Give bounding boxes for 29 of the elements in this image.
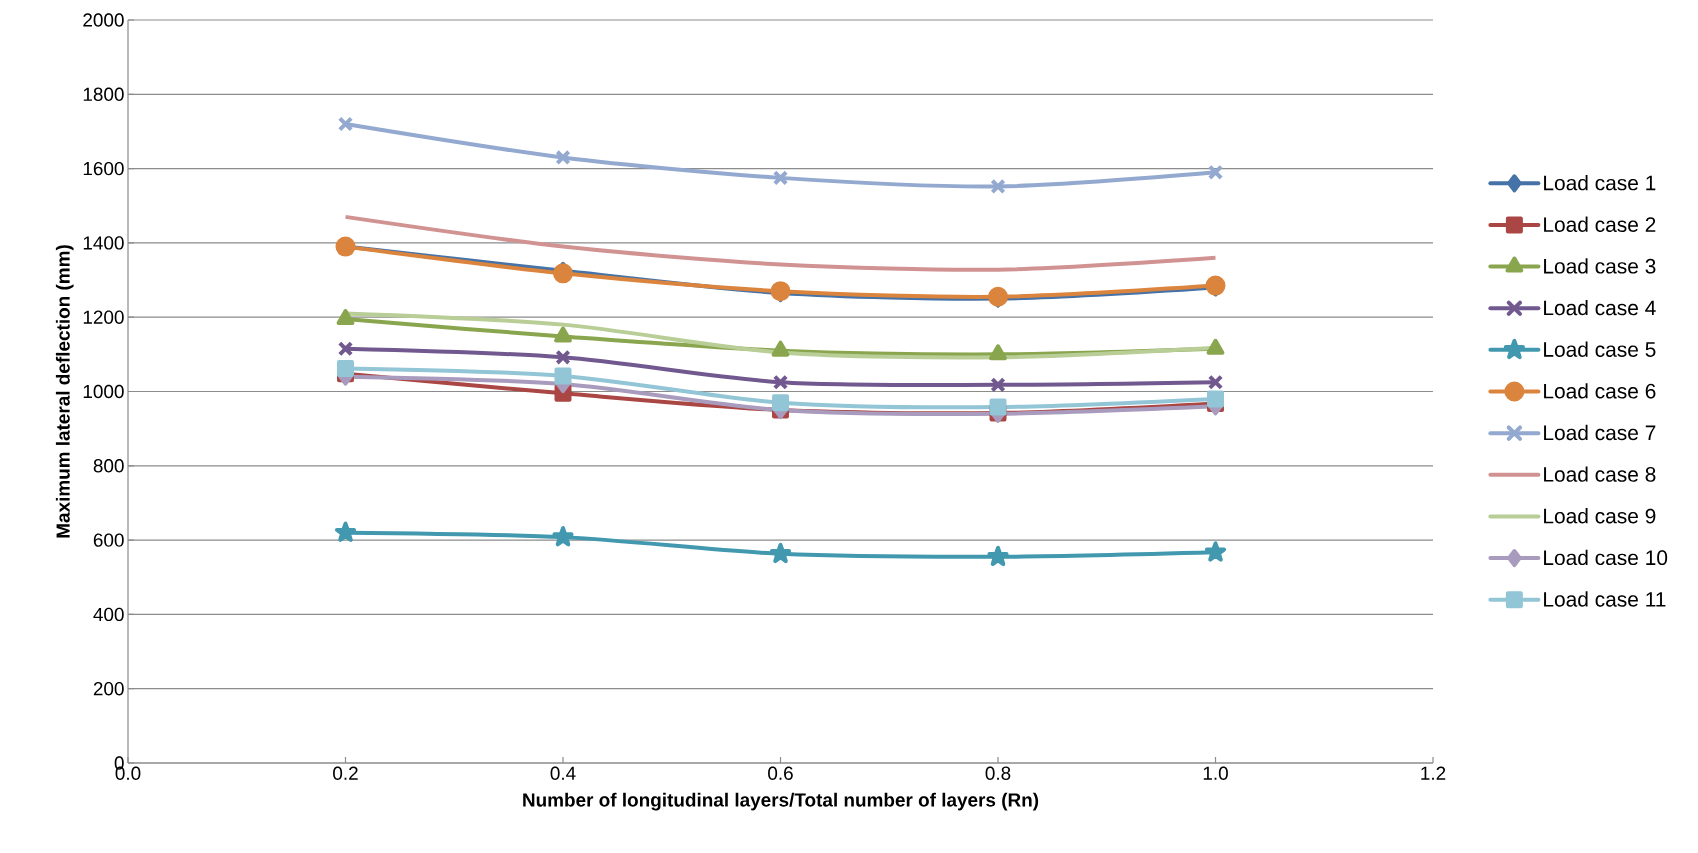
x-axis-title: Number of longitudinal layers/Total number of layers (Rn): [523, 792, 1039, 811]
x-tick-label: 1.2: [1421, 766, 1446, 780]
x-tick-label: 0.2: [333, 766, 358, 780]
legend-label: Load case 3: [1544, 258, 1656, 274]
legend-label: Load case 11: [1544, 591, 1666, 607]
legend-label: Load case 2: [1544, 216, 1656, 232]
legend-label: Load case 10: [1544, 549, 1668, 566]
y-tick-label: 800: [93, 459, 124, 473]
x-tick-label: 1.0: [1203, 766, 1228, 780]
legend-label: Load case 4: [1544, 299, 1656, 316]
x-tick-label: 0.6: [768, 766, 793, 780]
y-axis-title: Maximum lateral deflection (mm): [55, 245, 74, 538]
y-tick-label: 1000: [83, 384, 124, 399]
y-tick-label: 400: [93, 607, 124, 622]
x-tick-label: 0.8: [985, 766, 1011, 780]
y-tick-label: 1400: [83, 236, 124, 250]
y-tick-label: 2000: [83, 13, 124, 27]
y-tick-label: 1800: [83, 87, 124, 101]
y-tick-label: 1600: [83, 161, 124, 176]
y-tick-label: 200: [93, 682, 124, 696]
legend-label: Load case 5: [1544, 341, 1656, 357]
y-tick-label: 1200: [83, 310, 124, 324]
legend-label: Load case 6: [1544, 383, 1656, 399]
y-tick-label: 600: [93, 533, 124, 547]
legend-label: Load case 7: [1544, 424, 1656, 441]
legend-label: Load case 1: [1544, 174, 1656, 191]
legend-label: Load case 9: [1544, 508, 1656, 524]
x-tick-label: 0.4: [550, 766, 576, 780]
legend-label: Load case 8: [1544, 466, 1656, 482]
